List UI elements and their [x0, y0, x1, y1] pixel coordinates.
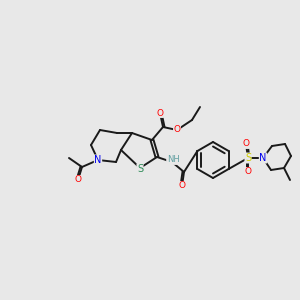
Text: O: O — [178, 182, 185, 190]
Text: O: O — [74, 176, 82, 184]
Text: S: S — [245, 153, 251, 163]
Text: O: O — [173, 125, 181, 134]
Text: S: S — [137, 164, 143, 174]
Text: O: O — [157, 109, 164, 118]
Text: O: O — [244, 167, 251, 176]
Text: N: N — [259, 153, 267, 163]
Text: N: N — [94, 155, 102, 165]
Text: NH: NH — [167, 155, 179, 164]
Text: O: O — [242, 140, 250, 148]
